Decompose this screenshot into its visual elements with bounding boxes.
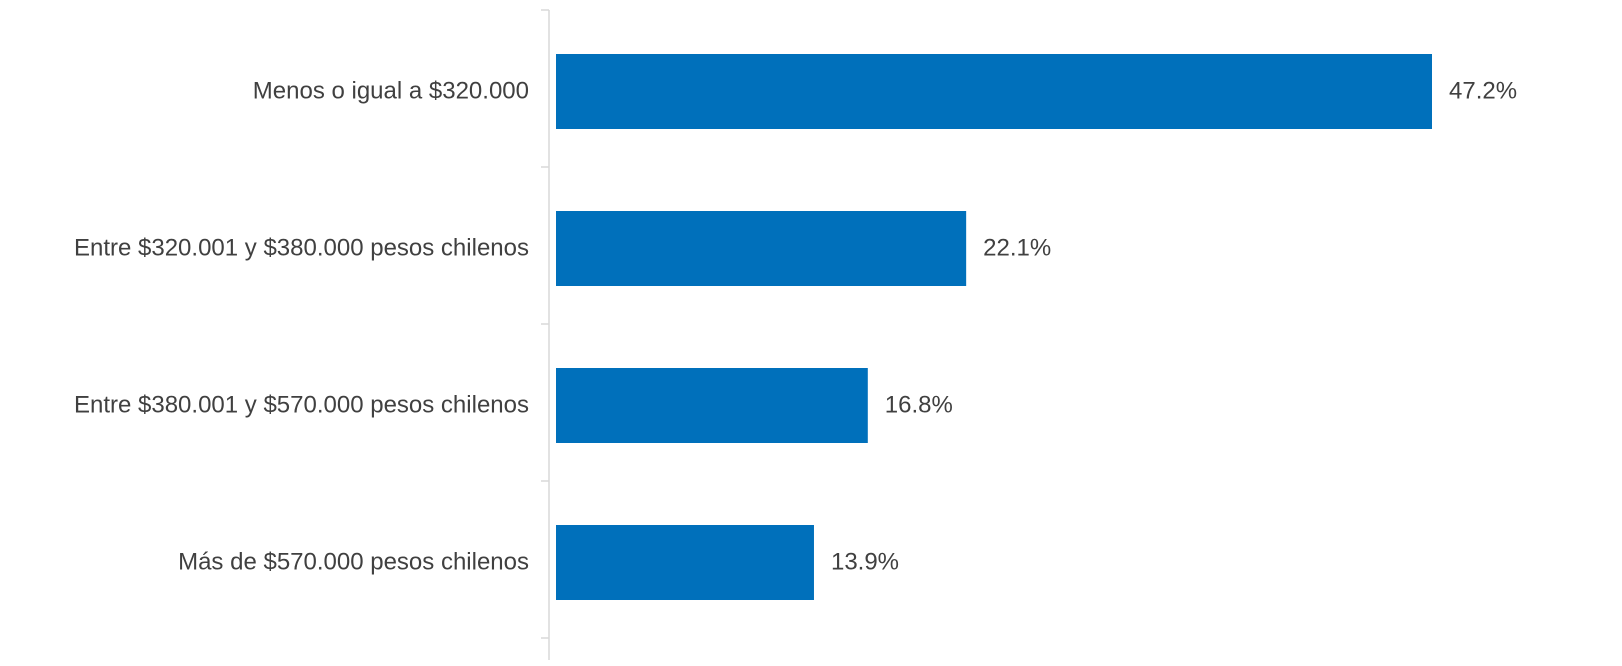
- value-label: 22.1%: [983, 235, 1051, 262]
- axis-layer: [541, 9, 550, 660]
- category-label: Entre $380.001 y $570.000 pesos chilenos: [74, 392, 529, 419]
- category-label: Entre $320.001 y $380.000 pesos chilenos: [74, 235, 529, 262]
- value-label: 13.9%: [831, 549, 899, 576]
- category-label: Más de $570.000 pesos chilenos: [178, 549, 529, 576]
- value-label: 16.8%: [885, 392, 953, 419]
- labels-layer: Menos o igual a $320.000 47.2% Entre $320.…: [74, 78, 1517, 576]
- bars-layer: [556, 54, 1432, 600]
- bar: [556, 211, 967, 286]
- bar: [556, 54, 1432, 129]
- category-label: Menos o igual a $320.000: [253, 78, 529, 105]
- bar: [556, 368, 868, 443]
- bar: [556, 525, 814, 600]
- value-label: 47.2%: [1449, 78, 1517, 105]
